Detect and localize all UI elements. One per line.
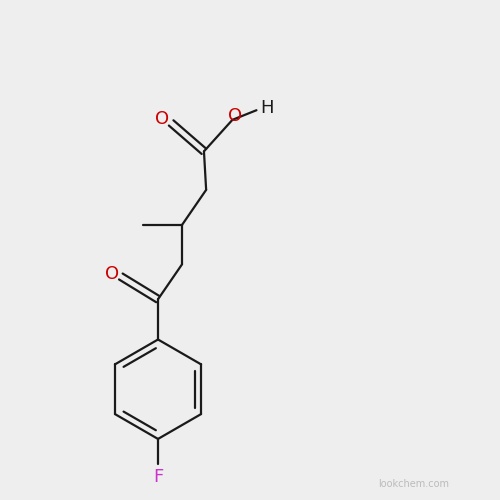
Text: O: O [105, 265, 119, 283]
Text: lookchem.com: lookchem.com [378, 478, 450, 488]
Text: O: O [228, 107, 242, 125]
Text: O: O [155, 110, 170, 128]
Text: F: F [153, 468, 163, 486]
Text: H: H [260, 98, 274, 116]
